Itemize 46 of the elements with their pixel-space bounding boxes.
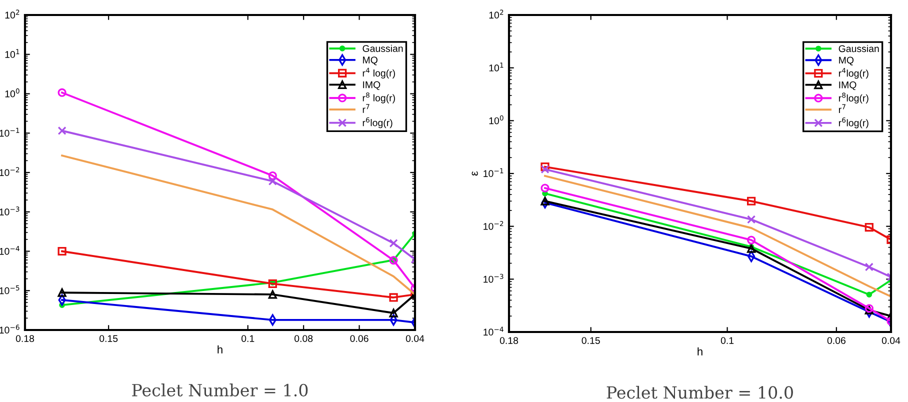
x-tick-label: 0.04 bbox=[406, 335, 424, 342]
legend-label: Gaussian bbox=[838, 44, 879, 52]
legend-label: IMQ bbox=[839, 81, 856, 90]
x-tick-label: 0.15 bbox=[582, 337, 600, 344]
x-axis-title: h bbox=[218, 345, 222, 354]
y-tick-label: 10$^{1}$ bbox=[489, 62, 504, 72]
y-tick-label: 10$^{−1}$ bbox=[0, 128, 20, 137]
legend-label: Gaussian bbox=[362, 44, 403, 52]
x-tick-label: 0.04 bbox=[882, 337, 900, 344]
y-tick-label: 10$^{−3}$ bbox=[484, 274, 504, 283]
x-axis-title: h bbox=[698, 347, 702, 356]
x-tick-label: 0.06 bbox=[827, 337, 846, 344]
y-axis-title: ε bbox=[472, 171, 478, 176]
legend-label: r$^{4}$ log(r) bbox=[362, 68, 395, 79]
legend-label: MQ bbox=[363, 56, 378, 66]
x-tick-label: 0.1 bbox=[241, 335, 254, 342]
y-tick-label: 10$^{0}$ bbox=[5, 88, 20, 98]
legend-label: r$^{8}$ log(r) bbox=[362, 92, 395, 104]
legend-label: MQ bbox=[839, 56, 854, 66]
y-tick-label: 10$^{2}$ bbox=[5, 10, 20, 19]
y-tick-label: 10$^{−1}$ bbox=[484, 168, 504, 178]
legend-label: r$^{8}$log(r) bbox=[838, 92, 868, 104]
x-tick-label: 0.15 bbox=[99, 335, 118, 342]
y-tick-label: 10$^{−4}$ bbox=[0, 246, 20, 255]
x-tick-label: 0.18 bbox=[16, 335, 34, 342]
legend-label: r$^{7}$ bbox=[362, 104, 370, 113]
y-tick-label: 10$^{−6}$ bbox=[0, 324, 20, 334]
legend-label: r$^{6}$log(r) bbox=[838, 117, 868, 128]
y-tick-label: 10$^{−5}$ bbox=[0, 285, 20, 294]
x-tick-label: 0.18 bbox=[500, 337, 518, 344]
y-tick-label: 10$^{−4}$ bbox=[484, 326, 504, 336]
text: Peclet Number = 10.0 bbox=[606, 386, 793, 399]
x-tick-label: 0.08 bbox=[294, 335, 313, 342]
y-tick-label: 10$^{2}$ bbox=[489, 10, 504, 19]
legend-label: IMQ bbox=[363, 81, 380, 90]
text: Peclet Number = 1.0 bbox=[132, 384, 308, 396]
y-tick-label: 10$^{1}$ bbox=[5, 49, 20, 58]
y-tick-label: 10$^{−2}$ bbox=[484, 221, 504, 230]
legend-label: r$^{4}$log(r) bbox=[838, 68, 868, 79]
x-tick-label: 0.06 bbox=[350, 335, 368, 342]
y-tick-label: 10$^{−3}$ bbox=[0, 206, 20, 216]
legend-label: r$^{6}$log(r) bbox=[362, 117, 392, 128]
legend-label: r$^{7}$ bbox=[838, 104, 846, 113]
y-tick-label: 10$^{0}$ bbox=[489, 115, 504, 124]
y-tick-label: 10$^{−2}$ bbox=[0, 167, 20, 176]
x-tick-label: 0.1 bbox=[720, 337, 734, 344]
